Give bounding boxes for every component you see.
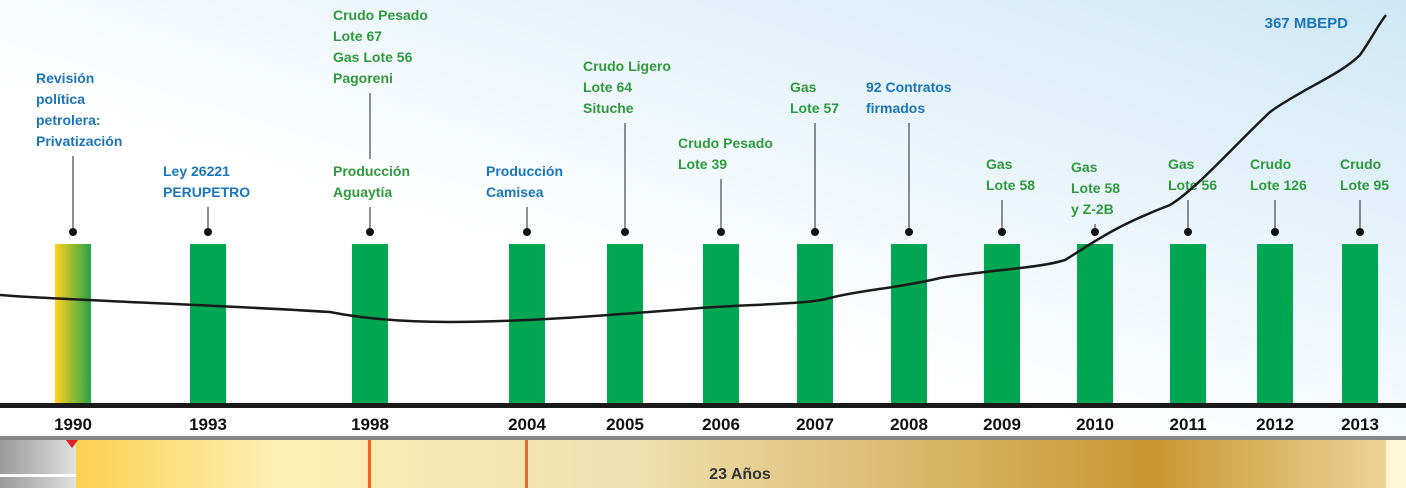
event-label: Pagoreni <box>333 70 393 86</box>
event-label: Situche <box>583 100 634 116</box>
event-dot <box>366 228 374 236</box>
event-label: Lote 57 <box>790 100 839 116</box>
event-label: política <box>36 91 85 107</box>
event-label: Crudo Pesado <box>333 7 428 23</box>
year-bar <box>55 244 91 403</box>
event-label: Producción <box>333 163 410 179</box>
year-label: 2013 <box>1341 415 1379 434</box>
event-label: Revisión <box>36 70 94 86</box>
event-label: PERUPETRO <box>163 184 250 200</box>
event-label: Producción <box>486 163 563 179</box>
event-label: firmados <box>866 100 925 116</box>
year-label: 2006 <box>702 415 740 434</box>
event-label: Lote 95 <box>1340 177 1389 193</box>
event-dot <box>621 228 629 236</box>
year-bar <box>607 244 643 403</box>
year-bar <box>190 244 226 403</box>
event-dot <box>1184 228 1192 236</box>
event-label: Gas <box>1071 159 1098 175</box>
year-label: 1998 <box>351 415 389 434</box>
time-band <box>0 440 1406 488</box>
event-label: Privatización <box>36 133 122 149</box>
event-label: Lote 58 <box>986 177 1035 193</box>
event-dot <box>905 228 913 236</box>
year-label: 2012 <box>1256 415 1294 434</box>
event-label: Gas <box>790 79 817 95</box>
year-label: 1990 <box>54 415 92 434</box>
year-bar <box>1342 244 1378 403</box>
year-label: 2011 <box>1170 415 1207 434</box>
event-dot <box>998 228 1006 236</box>
event-dot <box>1271 228 1279 236</box>
band-marker <box>66 440 78 448</box>
event-label: Gas Lote 56 <box>333 49 413 65</box>
band-chip <box>0 440 76 488</box>
event-dot <box>69 228 77 236</box>
year-label: 2008 <box>890 415 928 434</box>
event-label: Lote 126 <box>1250 177 1307 193</box>
band-divider <box>525 440 528 488</box>
year-label: 2010 <box>1076 415 1114 434</box>
year-label: 2009 <box>983 415 1021 434</box>
event-dot <box>717 228 725 236</box>
event-label: petrolera: <box>36 112 101 128</box>
axis-line <box>0 403 1406 408</box>
event-label: Lote 58 <box>1071 180 1120 196</box>
event-label: Crudo Ligero <box>583 58 671 74</box>
event-label: Crudo Pesado <box>678 135 773 151</box>
year-bar <box>1257 244 1293 403</box>
event-label: Aguaytía <box>333 184 392 200</box>
event-label: Lote 56 <box>1168 177 1217 193</box>
year-bar <box>1170 244 1206 403</box>
event-dot <box>811 228 819 236</box>
year-label: 1993 <box>189 415 227 434</box>
year-bar <box>703 244 739 403</box>
year-bar <box>352 244 388 403</box>
year-label: 2004 <box>508 415 546 434</box>
event-label: Gas <box>1168 156 1195 172</box>
event-label: Gas <box>986 156 1013 172</box>
event-label: Crudo <box>1340 156 1381 172</box>
event-label: Crudo <box>1250 156 1291 172</box>
event-dot <box>204 228 212 236</box>
event-label: Camisea <box>486 184 544 200</box>
band-end <box>1386 440 1406 488</box>
event-label: 92 Contratos <box>866 79 952 95</box>
event-dot <box>1356 228 1364 236</box>
year-bar <box>891 244 927 403</box>
year-bar <box>509 244 545 403</box>
event-label: Ley 26221 <box>163 163 230 179</box>
event-dot <box>1091 228 1099 236</box>
production-curve <box>0 14 1387 324</box>
event-label: Lote 67 <box>333 28 382 44</box>
year-bar <box>797 244 833 403</box>
year-label: 2007 <box>796 415 834 434</box>
event-label: y Z-2B <box>1071 201 1114 217</box>
year-label: 2005 <box>606 415 644 434</box>
band-divider <box>368 440 371 488</box>
event-label: Lote 64 <box>583 79 632 95</box>
band-chip-line <box>0 474 76 477</box>
headline: 367 MBEPD <box>1265 15 1349 32</box>
event-dot <box>523 228 531 236</box>
year-bar <box>1077 244 1113 403</box>
span-label: 23 Años <box>709 466 771 483</box>
axis-shadow <box>0 436 1406 440</box>
event-label: Lote 39 <box>678 156 727 172</box>
